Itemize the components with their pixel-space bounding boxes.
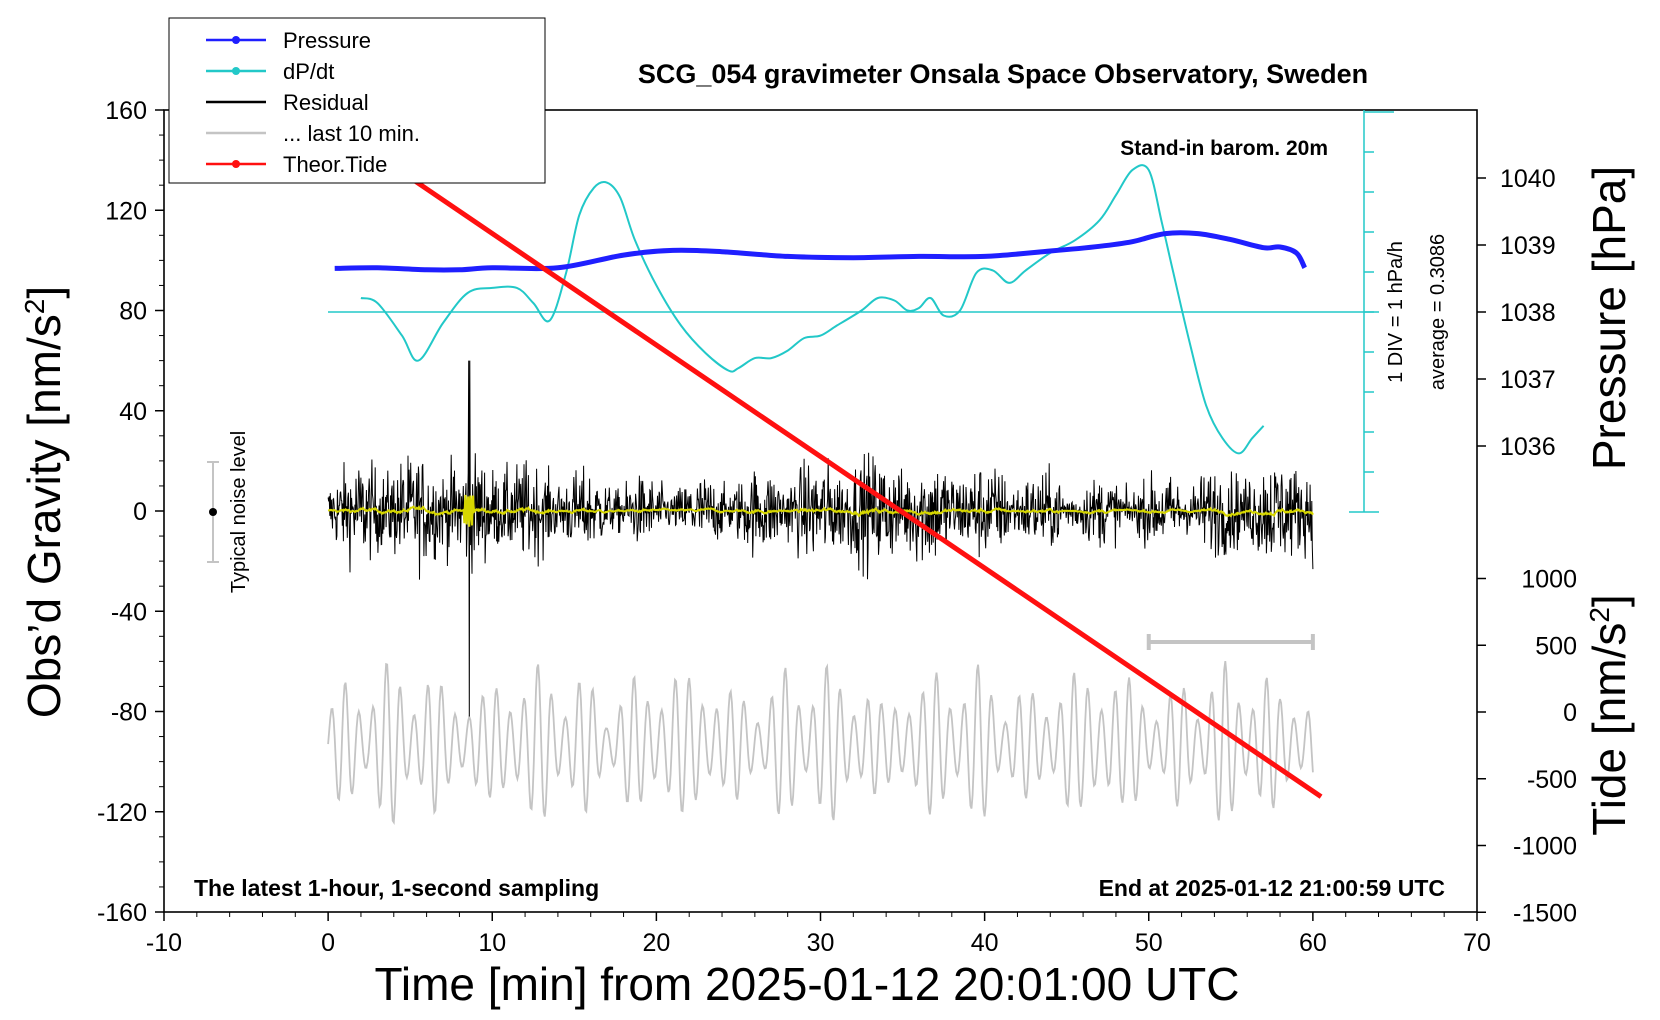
barometer-note: Stand-in barom. 20m [1120,137,1328,160]
average-label: average = 0.3086 [1427,234,1449,390]
legend-marker [232,67,240,75]
y-left-tick-label: -120 [97,799,147,827]
y-left-tick-label: 40 [119,398,147,426]
legend: Pressure dP/dt Residual ... last 10 min. The… [168,17,546,184]
y-left-label-main: Obs’d Gravity [nm/s [18,314,70,718]
tide-tick-label: -1500 [1513,899,1577,927]
legend-marker [232,36,240,44]
x-tick-label: -10 [146,929,182,957]
tide-tick-label: -1000 [1513,833,1577,861]
dpdt-line [360,164,1265,455]
y-left-label-sup: 2 [19,299,50,315]
pressure-tick-label: 1039 [1500,232,1556,260]
x-tick-label: 70 [1463,929,1491,957]
legend-box [168,17,546,184]
y-left-tick-label: 120 [105,197,147,225]
x-tick-label: 40 [971,929,999,957]
last-10-min-range-bar [1146,634,1315,650]
y-left-axis-ticks: 160 120 80 40 0 -40 -80 -120 -160 [97,97,164,927]
pressure-tick-label: 1040 [1500,165,1556,193]
residual-smoothed-line [327,494,1314,527]
x-tick-label: 20 [642,929,670,957]
last-10-min-line [327,660,1314,825]
div-label: 1 DIV = 1 hPa/h [1385,241,1407,383]
footer-left-note: The latest 1-hour, 1-second sampling [194,875,599,901]
tide-tick-label: 500 [1535,632,1577,660]
pressure-axis-ticks: 1040 1039 1038 1037 1036 [1477,165,1556,461]
tide-tick-label: 0 [1563,699,1577,727]
y-left-tick-label: 80 [119,298,147,326]
pressure-axis-label: Pressure [hPa] [1583,166,1635,470]
y-left-label-close: ] [18,286,70,299]
tide-tick-label: 1000 [1521,566,1577,594]
x-tick-label: 50 [1135,929,1163,957]
noise-level-dot [209,508,217,516]
chart-title: SCG_054 gravimeter Onsala Space Observat… [638,59,1368,89]
tide-tick-label: -500 [1527,766,1577,794]
legend-label: ... last 10 min. [283,121,420,146]
y-left-tick-label: 160 [105,97,147,125]
y-left-tick-label: -160 [97,899,147,927]
dpdt-scale-bar [1349,110,1394,513]
tide-label-sup: 2 [1584,607,1615,623]
pressure-tick-label: 1036 [1500,433,1556,461]
legend-marker [232,160,240,168]
y-left-tick-label: -80 [111,699,147,727]
x-tick-label: 30 [807,929,835,957]
tide-label-close: ] [1583,594,1635,607]
residual-line [327,360,1314,717]
y-left-axis-label: Obs’d Gravity [nm/s2] [18,286,70,718]
x-tick-label: 60 [1299,929,1327,957]
theor-tide-line [334,125,1323,799]
legend-label: Residual [283,90,369,115]
noise-level-indicator [207,461,219,563]
x-tick-label: 10 [478,929,506,957]
tide-label-main: Tide [nm/s [1583,623,1635,836]
x-axis-ticks: -10 0 10 20 30 40 50 60 70 [146,912,1491,957]
x-tick-label: 0 [321,929,335,957]
y-left-tick-label: 0 [133,498,147,526]
x-axis-label: Time [min] from 2025-01-12 20:01:00 UTC [375,958,1240,1010]
pressure-line [334,230,1307,273]
footer-right-note: End at 2025-01-12 21:00:59 UTC [1099,875,1445,901]
tide-axis-ticks: 1000 500 0 -500 -1000 -1500 [1477,566,1577,927]
y-left-tick-label: -40 [111,598,147,626]
legend-label: Theor.Tide [283,152,387,177]
tide-axis-label: Tide [nm/s2] [1583,594,1635,835]
pressure-tick-label: 1037 [1500,366,1556,394]
pressure-tick-label: 1038 [1500,299,1556,327]
legend-label: dP/dt [283,59,334,84]
legend-label: Pressure [283,28,371,53]
noise-label: Typical noise level [228,431,250,593]
